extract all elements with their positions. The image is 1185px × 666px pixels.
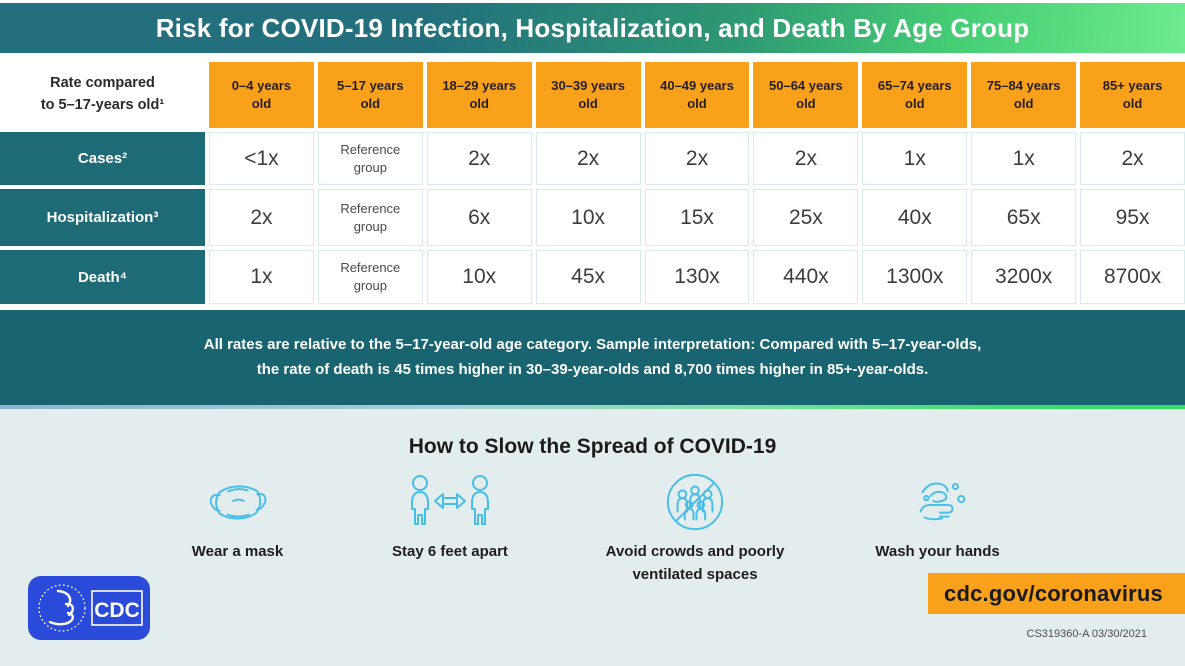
data-cell: 1300x xyxy=(862,250,968,304)
row-header-death: Death⁴ xyxy=(0,250,205,304)
col-header-65-74: 65–74 years old xyxy=(862,62,968,128)
document-id: CS319360-A 03/30/2021 xyxy=(1026,628,1148,640)
prevention-item-distance: Stay 6 feet apart xyxy=(363,473,538,563)
data-cell: 10x xyxy=(535,189,641,246)
wash-hands-icon xyxy=(907,473,969,531)
mask-icon xyxy=(207,473,269,531)
data-cell: 2x xyxy=(209,189,314,246)
interpretation-note: All rates are relative to the 5–17-year-… xyxy=(203,336,982,378)
prevention-item-wash-hands: Wash your hands xyxy=(853,473,1023,563)
data-cell: 2x xyxy=(1080,132,1185,185)
data-cell: 95x xyxy=(1080,189,1185,246)
row-header-hospitalization: Hospitalization³ xyxy=(0,189,205,246)
data-cell: 15x xyxy=(644,189,750,246)
col-header-5-17: 5–17 years old xyxy=(317,62,423,128)
risk-table: Rate compared to 5–17-years old¹ 0–4 yea… xyxy=(0,62,1185,304)
data-cell: <1x xyxy=(209,132,314,185)
prevention-label: Wear a mask xyxy=(191,543,284,560)
data-cell: 25x xyxy=(753,189,859,246)
gradient-divider xyxy=(0,405,1185,409)
distance-icon xyxy=(406,473,494,531)
prevention-label: Avoid crowds and poorly ventilated space… xyxy=(605,543,785,584)
prevention-section: How to Slow the Spread of COVID-19 Wear … xyxy=(0,409,1185,666)
data-cell: 440x xyxy=(753,250,859,304)
data-cell: 6x xyxy=(426,189,532,246)
cdc-url[interactable]: cdc.gov/coronavirus xyxy=(944,580,1163,606)
data-cell: 1x xyxy=(971,132,1077,185)
col-header-30-39: 30–39 years old xyxy=(535,62,641,128)
table-corner-label: Rate compared to 5–17-years old¹ xyxy=(0,62,205,128)
cdc-logo: CDC xyxy=(28,576,150,640)
col-header-85plus: 85+ years old xyxy=(1080,62,1185,128)
header-banner: Risk for COVID-19 Infection, Hospitaliza… xyxy=(0,3,1185,53)
page-title: Risk for COVID-19 Infection, Hospitaliza… xyxy=(155,12,1030,43)
row-header-cases: Cases² xyxy=(0,132,205,185)
prevention-label: Wash your hands xyxy=(875,543,1000,560)
data-cell: 3200x xyxy=(971,250,1077,304)
data-cell: 45x xyxy=(535,250,641,304)
prevention-items: Wear a mask Stay 6 feet apart xyxy=(0,473,1185,587)
col-header-50-64: 50–64 years old xyxy=(753,62,859,128)
data-cell: 130x xyxy=(644,250,750,304)
interpretation-note-band: All rates are relative to the 5–17-year-… xyxy=(0,310,1185,405)
data-cell: 2x xyxy=(426,132,532,185)
prevention-label: Stay 6 feet apart xyxy=(392,543,508,560)
data-cell: 1x xyxy=(862,132,968,185)
data-cell: 2x xyxy=(753,132,859,185)
no-crowds-icon xyxy=(664,473,726,531)
data-cell: 2x xyxy=(644,132,750,185)
data-cell-reference: Reference group xyxy=(317,132,423,185)
prevention-title: How to Slow the Spread of COVID-19 xyxy=(408,435,777,458)
data-cell: 8700x xyxy=(1080,250,1185,304)
cdc-url-banner[interactable]: cdc.gov/coronavirus xyxy=(928,573,1185,614)
col-header-40-49: 40–49 years old xyxy=(644,62,750,128)
prevention-item-mask: Wear a mask xyxy=(163,473,313,563)
data-cell-reference: Reference group xyxy=(317,250,423,304)
col-header-75-84: 75–84 years old xyxy=(971,62,1077,128)
cdc-logo-text: CDC xyxy=(94,599,140,622)
data-cell: 40x xyxy=(862,189,968,246)
col-header-18-29: 18–29 years old xyxy=(426,62,532,128)
data-cell: 1x xyxy=(209,250,314,304)
data-cell: 65x xyxy=(971,189,1077,246)
data-cell: 10x xyxy=(426,250,532,304)
prevention-item-crowds: Avoid crowds and poorly ventilated space… xyxy=(588,473,803,587)
data-cell: 2x xyxy=(535,132,641,185)
data-cell-reference: Reference group xyxy=(317,189,423,246)
col-header-0-4: 0–4 years old xyxy=(209,62,314,128)
